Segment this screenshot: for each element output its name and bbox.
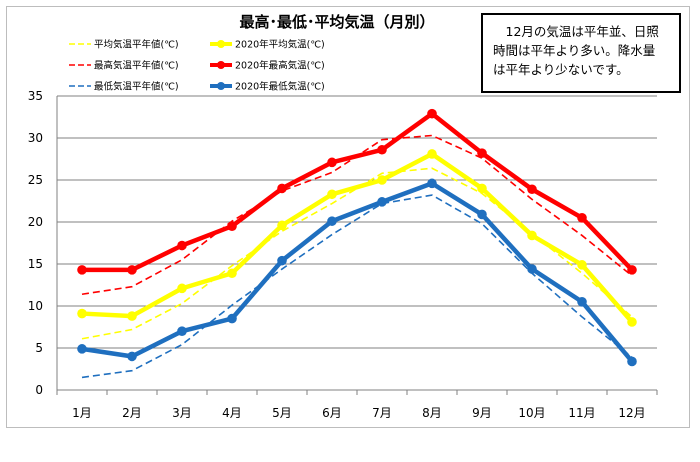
series-3-line: [81, 134, 633, 296]
legend-label: 2020年最高気温(℃): [235, 60, 325, 72]
legend-item: 最低気温平年値(℃): [69, 81, 179, 93]
legend-label: 平均気温平年値(℃): [94, 39, 179, 51]
x-tick-label: 8月: [422, 406, 442, 420]
y-tick-label: 30: [28, 131, 43, 145]
grid-layer: [57, 95, 657, 391]
legend-marker: [217, 82, 225, 90]
series-4-point: [477, 148, 487, 158]
y-tick-label: 5: [35, 341, 43, 355]
series-6-point: [227, 313, 237, 324]
series-2-point: [527, 230, 537, 241]
x-tick-label: 5月: [272, 406, 292, 420]
series-5-line: [81, 194, 633, 379]
x-tick-label: 7月: [372, 406, 392, 420]
series-6-point: [627, 356, 637, 367]
series-2-point: [377, 175, 387, 185]
comment-line: 12月の気温は平年並、日照: [493, 24, 659, 39]
series-6-point: [177, 326, 187, 337]
series-6-point: [327, 216, 337, 226]
series-2-point: [77, 308, 87, 319]
axis-layer: 0 5 10 15 20 25 30 35 1月 2月 3月 4月 5月 6月 7月 8月 9月 10月 11月 12…: [28, 89, 658, 420]
x-tick-label: 3月: [172, 406, 192, 420]
series-4-point: [627, 265, 637, 275]
series-2-point: [177, 283, 187, 294]
series-6-line: [81, 181, 634, 363]
series-4-point: [577, 213, 587, 223]
series-2-point: [577, 260, 587, 270]
comment-line: 時間は平年より多い。降水量: [493, 43, 656, 58]
series-6-point: [527, 264, 537, 274]
comment-box: 12月の気温は平年並、日照 時間は平年より多い。降水量 は平年より少ないです。: [481, 13, 681, 93]
legend-marker: [217, 61, 225, 69]
series-4-line: [82, 111, 634, 273]
y-tick-label: 20: [28, 215, 43, 229]
legend: 平均気温平年値(℃) 2020年平均気温(℃) 最高気温平年値(℃) 2020年最高気…: [69, 39, 325, 93]
series-4-point: [277, 183, 287, 194]
legend-label: 2020年平均気温(℃): [235, 39, 325, 51]
series-6-point: [77, 344, 87, 354]
series-4-point: [77, 265, 87, 275]
series-4-point: [527, 184, 537, 195]
chart-title: 最高･最低･平均気温（月別）: [239, 13, 434, 31]
x-tick-label: 11月: [568, 406, 595, 420]
series-6-point: [577, 297, 587, 307]
series-6-point: [277, 255, 287, 266]
series-4-point: [327, 157, 337, 168]
y-tick-label: 35: [28, 89, 43, 103]
legend-item: 最高気温平年値(℃): [69, 60, 179, 72]
series-2-point: [477, 183, 487, 194]
x-tick-label: 2月: [122, 406, 142, 420]
legend-marker: [217, 40, 225, 48]
x-tick-label: 9月: [472, 406, 492, 420]
x-tick-label: 10月: [518, 406, 545, 420]
legend-item: 2020年最高気温(℃): [210, 60, 325, 72]
series-4-point: [177, 240, 187, 251]
series-2-point: [277, 220, 287, 231]
x-tick-label: 12月: [618, 406, 645, 420]
series-4-point: [227, 221, 237, 231]
y-tick-label: 25: [28, 173, 43, 187]
series-4-point: [427, 108, 437, 119]
y-tick-label: 15: [28, 257, 43, 271]
y-tick-label: 0: [35, 383, 43, 397]
legend-label: 2020年最低気温(℃): [235, 81, 325, 93]
x-tick-label: 4月: [222, 406, 242, 420]
series-2-point: [227, 268, 237, 279]
chart-frame: 最高･最低･平均気温（月別） 0 5 10 15 20 25 30 35 1月 2月 3月 4月 5月 6…: [6, 6, 690, 428]
comment-line: は平年より少ないです。: [493, 62, 629, 77]
series-2-point: [127, 311, 137, 321]
x-tick-label: 6月: [322, 406, 342, 420]
series-6-point: [127, 351, 137, 362]
legend-label: 最高気温平年値(℃): [94, 60, 179, 72]
chart-svg: 最高･最低･平均気温（月別） 0 5 10 15 20 25 30 35 1月 2月 3月 4月 5月 6…: [28, 13, 658, 420]
series-layer: [77, 108, 637, 379]
legend-item: 2020年平均気温(℃): [210, 39, 325, 51]
y-tick-label: 10: [28, 299, 43, 313]
series-4-point: [377, 144, 387, 155]
legend-item: 2020年最低気温(℃): [210, 81, 325, 93]
series-6-point: [477, 209, 487, 220]
series-2-point: [327, 189, 337, 200]
legend-item: 平均気温平年値(℃): [69, 39, 179, 51]
series-6-point: [377, 197, 387, 207]
series-2-point: [427, 149, 437, 159]
series-4-point: [127, 265, 137, 275]
series-2-line: [81, 151, 634, 324]
series-6-point: [427, 178, 437, 189]
legend-label: 最低気温平年値(℃): [94, 81, 179, 93]
series-2-point: [627, 317, 637, 327]
x-tick-label: 1月: [72, 406, 92, 420]
